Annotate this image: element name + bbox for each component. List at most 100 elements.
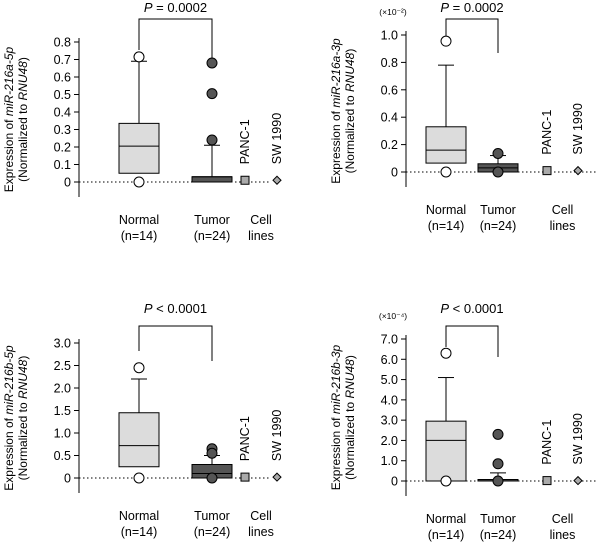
y-tick-label: 0.2 (54, 141, 71, 155)
outlier-point (492, 458, 504, 470)
box (425, 126, 467, 164)
y-label-text: ) (343, 355, 357, 359)
tumor-group: Tumor (n=24) (191, 443, 233, 539)
y-label-gene: miR-216a-3p (329, 38, 343, 108)
y-tick-label: 0.6 (54, 71, 71, 85)
y-tick-label: 0.8 (54, 36, 71, 50)
outlier-point (492, 428, 504, 440)
box (118, 412, 160, 468)
y-tick-label: 2.0 (54, 382, 71, 396)
box (425, 420, 467, 482)
y-label-line1: Expression of miR-216b-3p (329, 344, 343, 490)
y-tick-label: 1.0 (381, 29, 398, 43)
y-label-line1: Expression of miR-216b-5p (2, 345, 16, 491)
cell-lines-header: lines (550, 219, 576, 233)
cell-lines-header: Cell (250, 509, 272, 523)
y-label-gene: miR-216b-5p (2, 345, 16, 415)
chart-panel-2: 0 0.2 0.4 0.6 0.8 1.0 Expression of miR-216a-3… (329, 0, 598, 233)
y-tick-label: 1.0 (381, 454, 398, 468)
y-tick-label: 7.0 (381, 333, 398, 347)
y-label-line1: Expression of miR-216a-3p (329, 38, 343, 184)
outlier-point (206, 134, 218, 146)
y-label-line2: (Normalized to RNU48) (16, 356, 30, 481)
group-n-label: (n=24) (480, 528, 516, 542)
outlier-point (492, 148, 504, 160)
outlier-point (133, 362, 145, 374)
y-tick-label: 0.3 (54, 123, 71, 137)
p-value-label: P = 0.0002 (440, 0, 503, 15)
y-label-text: (Normalized to (16, 399, 30, 480)
p-value-text: = 0.0002 (153, 0, 208, 15)
y-tick-label: 2.5 (54, 359, 71, 373)
group-label: Normal (119, 509, 159, 523)
y-label-gene: miR-216b-3p (329, 344, 343, 414)
p-value-label: P = 0.0002 (144, 0, 207, 15)
cell-lines-header: Cell (250, 213, 272, 227)
p-symbol: P (144, 0, 153, 15)
group-n-label: (n=24) (480, 219, 516, 233)
cell-lines-header: Cell (552, 512, 574, 526)
group-label: Normal (119, 213, 159, 227)
cell-line-label: PANC-1 (238, 119, 252, 164)
outlier-point (440, 35, 452, 47)
y-tick-label: 6.0 (381, 353, 398, 367)
normal-group: Normal (n=14) (425, 347, 467, 542)
group-n-label: (n=24) (194, 229, 230, 243)
cell-lines-header: lines (550, 528, 576, 542)
y-tick-label: 3.0 (54, 337, 71, 351)
outlier-point (133, 51, 145, 63)
outlier-point (206, 472, 218, 484)
group-label: Tumor (480, 512, 516, 526)
chart-panel-3: 0 0.5 1.0 1.5 2.0 2.5 3.0 Expression of miR-216… (2, 301, 284, 539)
cell-line-marker-diamond (573, 475, 583, 486)
y-axis-label: Expression of miR-216a-3p(Normalized to … (329, 38, 357, 184)
box (191, 176, 233, 183)
normal-group: Normal (n=14) (118, 362, 160, 539)
y-axis-label: Expression of miR-216b-3p(Normalized to … (329, 344, 357, 490)
cell-line-marker-square (240, 472, 250, 482)
group-label: Normal (426, 203, 466, 217)
y-label-text: ) (16, 356, 30, 360)
y-label-line2: (Normalized to RNU48) (343, 355, 357, 480)
y-label-text: Expression of (329, 108, 343, 184)
chart-panel-4: 0 1.0 2.0 3.0 4.0 5.0 6.0 7.0 Expression of miR-… (329, 301, 598, 542)
cell-line-label: PANC-1 (540, 110, 554, 155)
y-label-line1: Expression of miR-216a-5p (2, 46, 16, 192)
y-tick-label: 0.6 (381, 83, 398, 97)
group-n-label: (n=14) (121, 229, 157, 243)
y-label-text: Expression of (329, 414, 343, 490)
group-n-label: (n=14) (121, 525, 157, 539)
p-symbol: P (440, 301, 449, 316)
cell-line-label: SW 1990 (270, 410, 284, 461)
y-tick-label: 5.0 (381, 373, 398, 387)
group-label: Normal (426, 512, 466, 526)
y-label-reference: RNU48 (16, 61, 30, 101)
tumor-group: Tumor (n=24) (191, 57, 233, 243)
cell-line-marker-square (240, 175, 250, 185)
cell-line-marker-square (542, 476, 552, 486)
outlier-point (492, 166, 504, 178)
y-multiplier: (×10⁻⁴) (379, 311, 407, 321)
significance-bracket (445, 325, 499, 357)
outlier-point (133, 472, 145, 484)
y-tick-label: 4.0 (381, 393, 398, 407)
y-tick-label: 0.2 (381, 138, 398, 152)
significance-bracket (445, 18, 499, 53)
group-label: Tumor (194, 509, 230, 523)
y-tick-label: 3.0 (381, 414, 398, 428)
p-value-text: < 0.0001 (449, 301, 504, 316)
group-n-label: (n=14) (428, 528, 464, 542)
y-label-text: ) (343, 49, 357, 53)
y-label-line2: (Normalized to RNU48) (16, 57, 30, 182)
p-value-label: P < 0.0001 (144, 301, 207, 316)
y-label-text: ) (16, 57, 30, 61)
y-tick-label: 2.0 (381, 434, 398, 448)
y-axis-label: Expression of miR-216b-5p(Normalized to … (2, 345, 30, 491)
tumor-group: Tumor (n=24) (477, 428, 519, 542)
p-value-text: < 0.0001 (153, 301, 208, 316)
cell-line-label: PANC-1 (238, 416, 252, 461)
y-label-text: Expression of (2, 116, 16, 192)
cell-line-marker-square (542, 166, 552, 176)
outlier-point (206, 447, 218, 459)
y-tick-label: 0.1 (54, 158, 71, 172)
